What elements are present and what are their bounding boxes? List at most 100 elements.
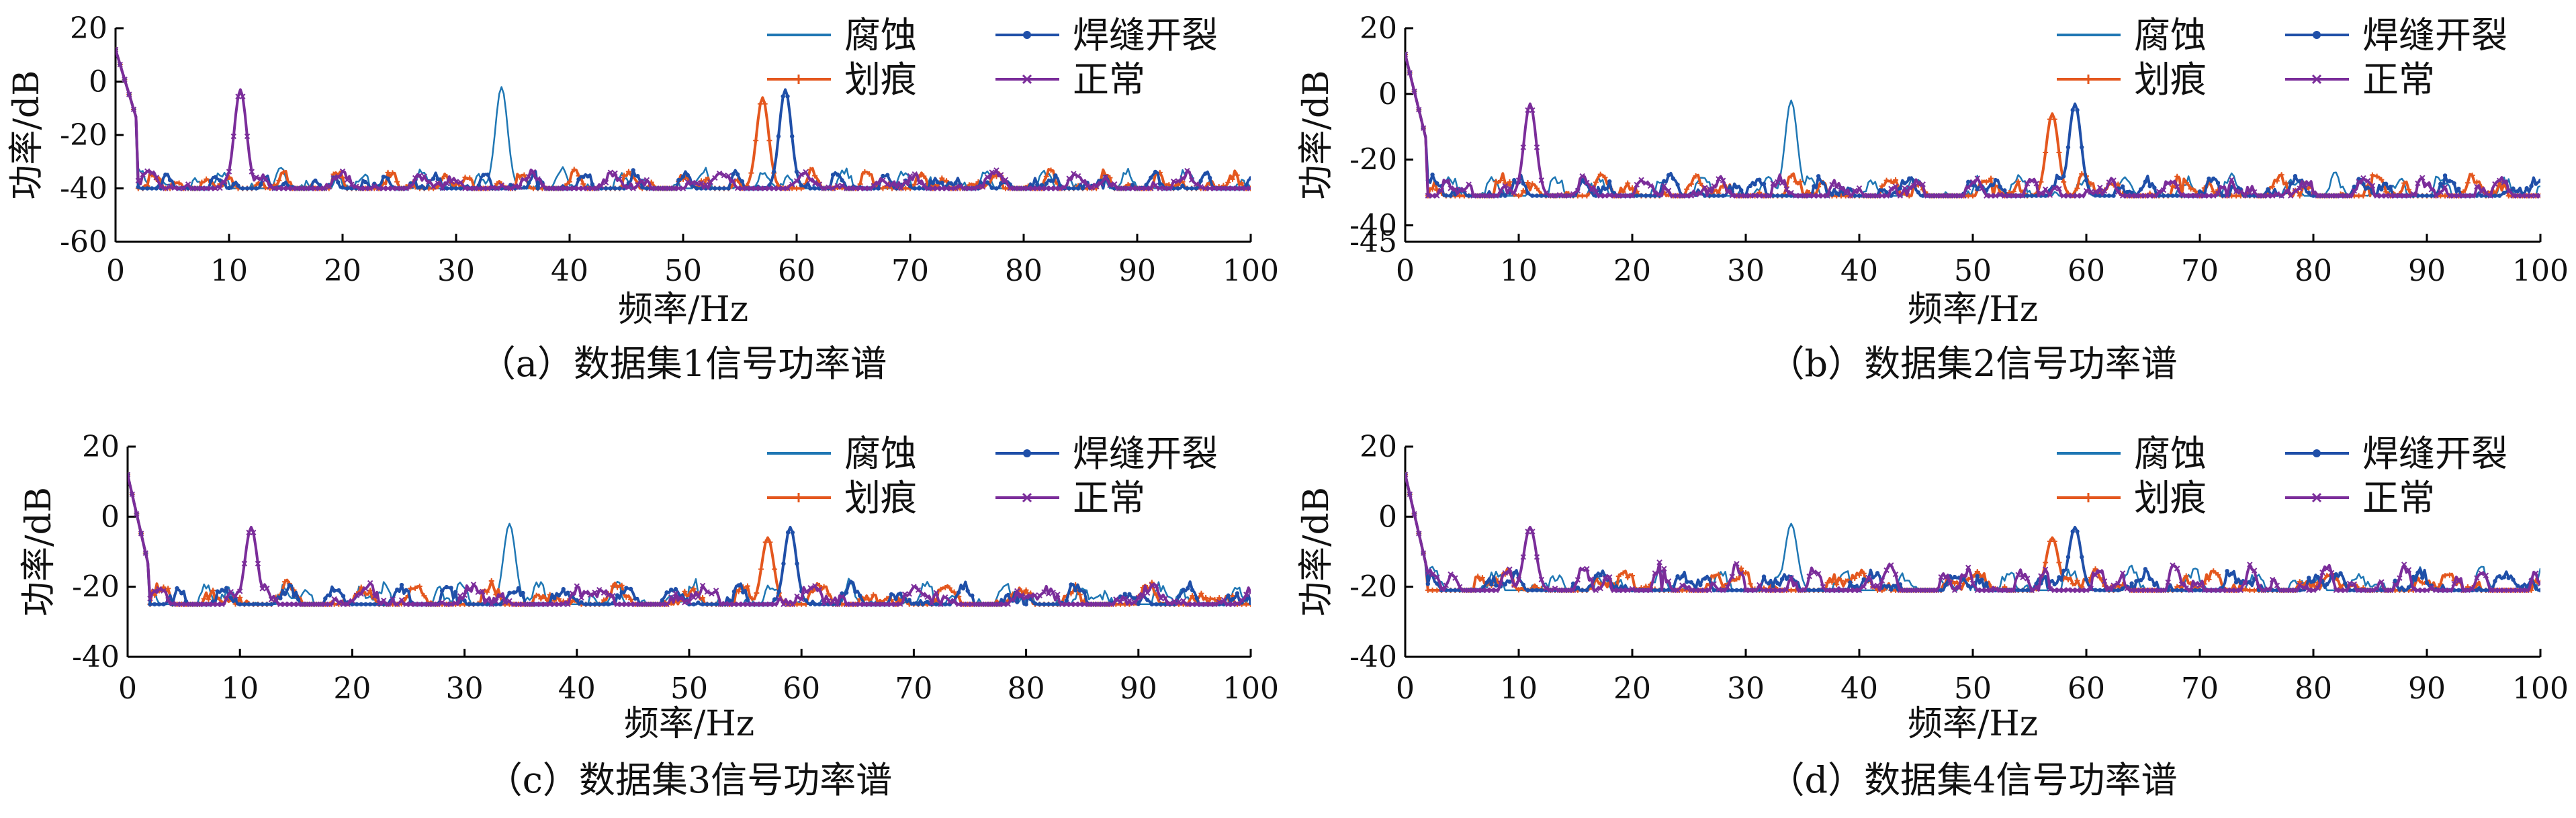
series-marker-4	[571, 185, 577, 191]
series-marker-4	[462, 185, 468, 191]
series-marker-4	[1729, 192, 1735, 199]
series-marker-2	[340, 175, 345, 181]
series-marker-2	[1788, 587, 1794, 593]
x-tick-label: 80	[2295, 254, 2332, 288]
series-marker-4	[811, 180, 818, 187]
series-marker-4	[630, 185, 636, 191]
series-marker-3	[961, 586, 966, 591]
series-marker-3	[2093, 588, 2098, 592]
series-marker-3	[2501, 190, 2507, 195]
legend-label-3: 焊缝开裂	[2362, 433, 2507, 475]
series-marker-4	[2492, 587, 2498, 594]
series-marker-4	[1474, 587, 1481, 594]
series-marker-3	[795, 561, 799, 566]
series-marker-4	[826, 598, 832, 604]
series-marker-4	[1202, 185, 1208, 191]
series-marker-3	[943, 602, 948, 606]
series-marker-3	[2025, 193, 2030, 198]
series-marker-4	[1883, 193, 1890, 199]
series-marker-4	[2301, 584, 2307, 591]
series-marker-4	[1965, 185, 1971, 191]
y-axis-label: 功率/dB	[19, 487, 59, 617]
series-marker-2	[2038, 179, 2044, 185]
series-marker-3	[2497, 574, 2502, 579]
series-marker-4	[520, 601, 526, 607]
series-marker-4	[1779, 180, 1785, 186]
x-tick-label: 90	[1118, 254, 1156, 288]
series-marker-3	[1739, 188, 1744, 193]
series-marker-3	[1820, 181, 1826, 185]
series-marker-4	[2310, 587, 2317, 594]
series-marker-3	[2307, 576, 2311, 580]
series-marker-3	[381, 175, 386, 179]
series-marker-4	[2137, 193, 2144, 199]
series-marker-4	[2383, 193, 2389, 199]
series-marker-4	[1647, 587, 1654, 594]
series-marker-3	[1032, 601, 1038, 606]
series-marker-3	[1943, 582, 1948, 588]
series-marker-3	[994, 186, 999, 191]
series-marker-2	[2474, 179, 2480, 185]
series-marker-4	[309, 601, 315, 607]
series-marker-3	[1039, 183, 1045, 187]
series-marker-4	[529, 601, 535, 607]
series-marker-4	[470, 582, 477, 588]
series-marker-3	[2152, 582, 2157, 588]
series-marker-4	[907, 173, 914, 179]
series-marker-4	[1961, 573, 1967, 579]
series-marker-4	[757, 185, 764, 191]
series-marker-2	[757, 101, 763, 107]
series-marker-4	[169, 600, 176, 606]
series-marker-3	[948, 181, 954, 186]
series-marker-2	[2043, 150, 2049, 156]
series-marker-4	[161, 588, 167, 594]
series-marker-3	[935, 179, 940, 185]
series-marker-4	[1057, 185, 1063, 191]
series-marker-3	[2516, 189, 2520, 194]
series-marker-3	[970, 593, 975, 598]
series-marker-4	[1988, 587, 1994, 594]
series-marker-4	[957, 183, 963, 189]
series-marker-4	[2224, 587, 2230, 594]
series-marker-3	[265, 602, 269, 606]
series-marker-2	[1747, 581, 1753, 587]
series-marker-4	[676, 185, 682, 191]
series-marker-4	[2474, 575, 2480, 581]
series-marker-4	[1661, 565, 1667, 572]
series-marker-3	[2057, 575, 2061, 580]
series-marker-4	[1734, 561, 1740, 567]
series-marker-4	[698, 180, 705, 186]
series-marker-4	[285, 185, 292, 191]
series-marker-3	[1044, 181, 1049, 186]
legend-label-3: 焊缝开裂	[2362, 14, 2507, 56]
series-marker-4	[1815, 571, 1822, 577]
series-marker-3	[953, 181, 958, 185]
series-marker-4	[340, 601, 347, 607]
series-marker-3	[772, 169, 776, 174]
series-marker-2	[816, 582, 822, 588]
series-marker-4	[349, 181, 355, 187]
series-marker-3	[1816, 588, 1821, 593]
series-marker-4	[493, 598, 499, 604]
series-marker-2	[1879, 183, 1885, 189]
series-marker-4	[425, 601, 432, 607]
series-marker-4	[167, 183, 173, 189]
series-marker-3	[940, 180, 944, 185]
series-marker-4	[915, 587, 922, 593]
series-marker-3	[840, 591, 844, 596]
series-marker-4	[875, 180, 881, 187]
series-marker-3	[1666, 173, 1671, 178]
series-marker-4	[1234, 600, 1241, 607]
series-marker-3	[2429, 193, 2434, 198]
series-marker-4	[249, 169, 255, 175]
series-marker-3	[2106, 193, 2111, 198]
series-marker-3	[507, 590, 512, 596]
series-marker-3	[700, 602, 705, 606]
series-marker-4	[2247, 561, 2253, 567]
legend-label-3: 焊缝开裂	[1073, 433, 1218, 475]
series-marker-4	[1107, 182, 1113, 189]
series-marker-4	[117, 61, 123, 68]
series-marker-4	[2292, 187, 2299, 194]
series-marker-3	[2197, 588, 2203, 593]
